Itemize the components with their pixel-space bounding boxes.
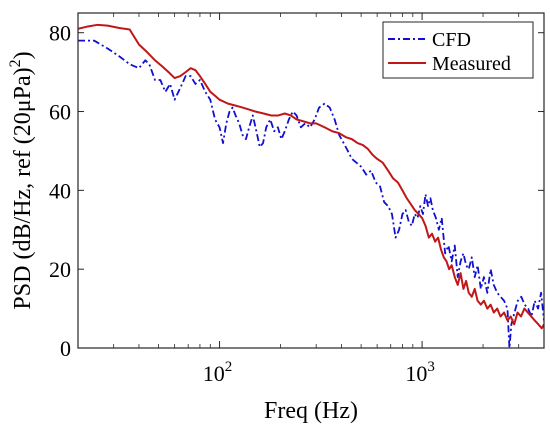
legend-label-cfd: CFD: [432, 29, 471, 51]
y-tick-label: 60: [49, 100, 71, 125]
axes-layer: [77, 12, 545, 349]
x-tick-label: 103: [405, 359, 435, 386]
y-tick-label: 0: [60, 336, 71, 361]
series-layer: [78, 23, 544, 348]
ticks-layer: 0 20 40 60 80 102 103: [49, 13, 545, 386]
y-tick-label: 40: [49, 178, 71, 203]
series-line-measured: [78, 23, 544, 330]
x-tick-label: 102: [203, 359, 233, 386]
legend-label-measured: Measured: [432, 53, 511, 75]
y-tick-label: 20: [49, 257, 71, 282]
y-axis-label: PSD (dB/Hz, ref (20μPa)2): [7, 51, 36, 309]
legend-box: [382, 21, 534, 79]
x-axis-label: Freq (Hz): [264, 398, 358, 424]
axes-frame: [77, 12, 545, 349]
series-line-cfd: [78, 39, 544, 348]
y-tick-label: 80: [49, 21, 71, 46]
